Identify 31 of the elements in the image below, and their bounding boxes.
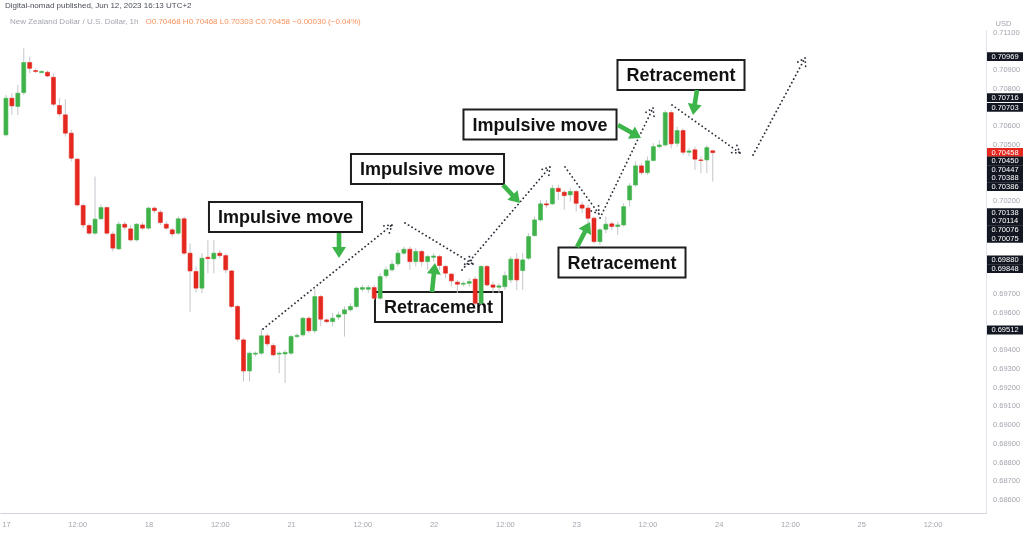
- candlestick: [413, 247, 419, 267]
- candlestick: [407, 246, 413, 271]
- candlestick: [15, 84, 21, 116]
- candlestick: [134, 222, 139, 243]
- candlestick: [175, 216, 181, 236]
- candlestick: [9, 92, 15, 116]
- candlestick: [520, 252, 525, 291]
- annotation: Retracement: [383, 297, 494, 317]
- candlestick: [514, 252, 520, 291]
- annotation: Retracement: [567, 252, 677, 273]
- candlestick: [550, 184, 555, 206]
- candlestick: [674, 126, 680, 148]
- candlestick: [205, 239, 211, 274]
- candlestick: [704, 144, 710, 174]
- candlestick: [377, 272, 383, 301]
- candlestick: [146, 205, 151, 231]
- candlestick: [573, 189, 579, 212]
- candlestick: [680, 127, 686, 156]
- candlestick: [211, 239, 217, 274]
- candlestick: [686, 147, 692, 158]
- chart-title: New Zealand Dollar / U.S. Dollar, 1h: [10, 17, 139, 26]
- candlestick: [92, 176, 98, 236]
- candlestick: [526, 232, 531, 261]
- candlestick: [561, 189, 567, 211]
- annotation: Impulsive move: [472, 114, 608, 135]
- annotation: Retracement: [626, 65, 736, 85]
- chart-subtitle: O0.70468 H0.70468 L0.70303 C0.70458 −0.00030 (−0.04%): [145, 17, 362, 26]
- annotation: Impulsive move: [359, 159, 496, 179]
- candlestick: [710, 150, 716, 183]
- text: Digital-nomad published, Jun 12, 2023 16:13 UTC+2: [5, 1, 193, 10]
- annotation: Impulsive move: [217, 207, 354, 227]
